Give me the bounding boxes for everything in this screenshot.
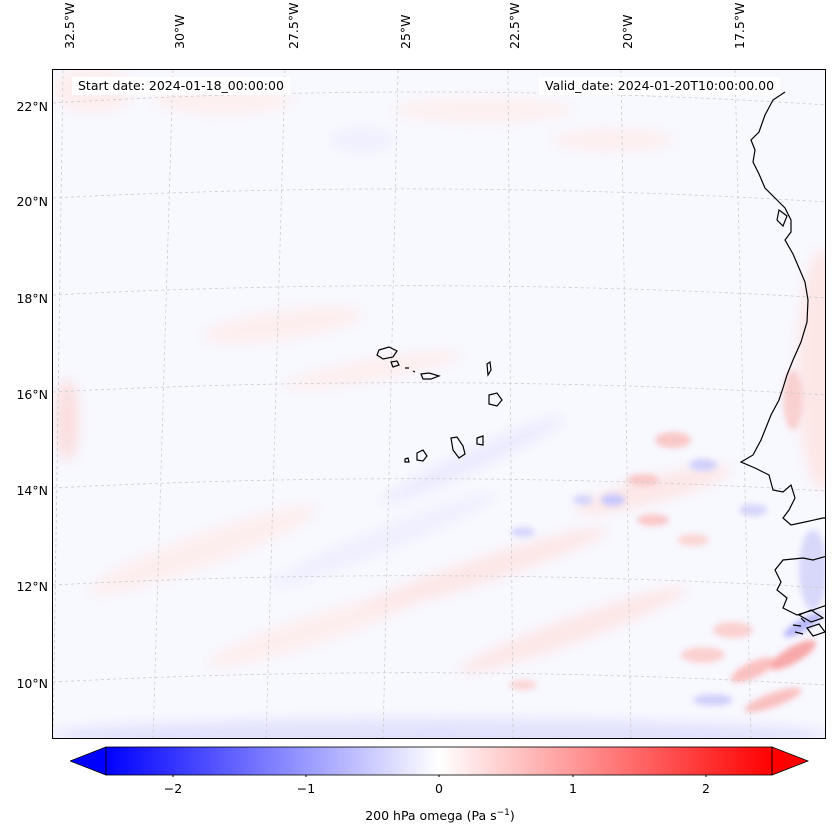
colorbar-tick-neg2: −2 [163,781,183,796]
colorbar-extend-high [771,746,810,776]
colorbar-tick-neg1: −1 [296,781,316,796]
coast-inlet [776,208,788,228]
colorbar [70,746,810,777]
lon-label-27-5w: 27.5°W [286,2,301,49]
colorbar-title: 200 hPa omega (Pa s−1) [365,808,515,824]
guinea-islands-b [806,623,825,637]
sao-vicente [390,360,400,368]
cape-verde-islands [376,346,503,463]
lat-label-12n: 12°N [16,579,48,594]
lon-label-32-5w: 32.5°W [62,2,77,49]
lat-label-14n: 14°N [16,483,48,498]
omega-field-smooth [53,70,825,738]
lat-label-20n: 20°N [16,194,48,209]
omega-field-coastal-features [509,370,825,713]
sao-nicolau [420,372,441,380]
africa-coastline [739,91,825,526]
lat-label-18n: 18°N [16,291,48,306]
sal [486,360,492,377]
coastline [739,91,825,637]
lon-label-30w: 30°W [172,14,187,49]
santo-antao [376,346,398,360]
colorbar-body [105,746,773,776]
lon-label-22-5w: 22.5°W [507,2,522,49]
start-date-label: Start date: 2024-01-18_00:00:00 [72,77,290,95]
lon-label-17-5w: 17.5°W [732,2,747,49]
colorbar-tick-1: 1 [569,781,577,796]
lat-label-22n: 22°N [16,99,48,114]
lon-label-25w: 25°W [398,14,413,49]
lat-label-16n: 16°N [16,387,48,402]
gridlines [53,70,825,738]
valid-date-label: Valid_date: 2024-01-20T10:00:00.00 [539,77,781,95]
fogo [416,449,428,462]
brava [404,457,410,463]
lat-label-10n: 10°N [16,676,48,691]
lon-label-20w: 20°W [620,14,635,49]
santa-luzia [405,367,416,373]
colorbar-ticks [172,775,707,777]
omega-field-map [53,70,825,738]
map-background [53,70,825,738]
colorbar-tick-2: 2 [702,781,710,796]
santiago [450,436,466,459]
colorbar-extend-low [70,746,107,776]
maio [476,435,484,446]
guinea-islands-a [797,609,825,623]
colorbar-tick-0: 0 [435,781,443,796]
map-panel[interactable] [52,69,826,739]
boa-vista [488,392,503,407]
bissagos-islands [792,617,806,635]
